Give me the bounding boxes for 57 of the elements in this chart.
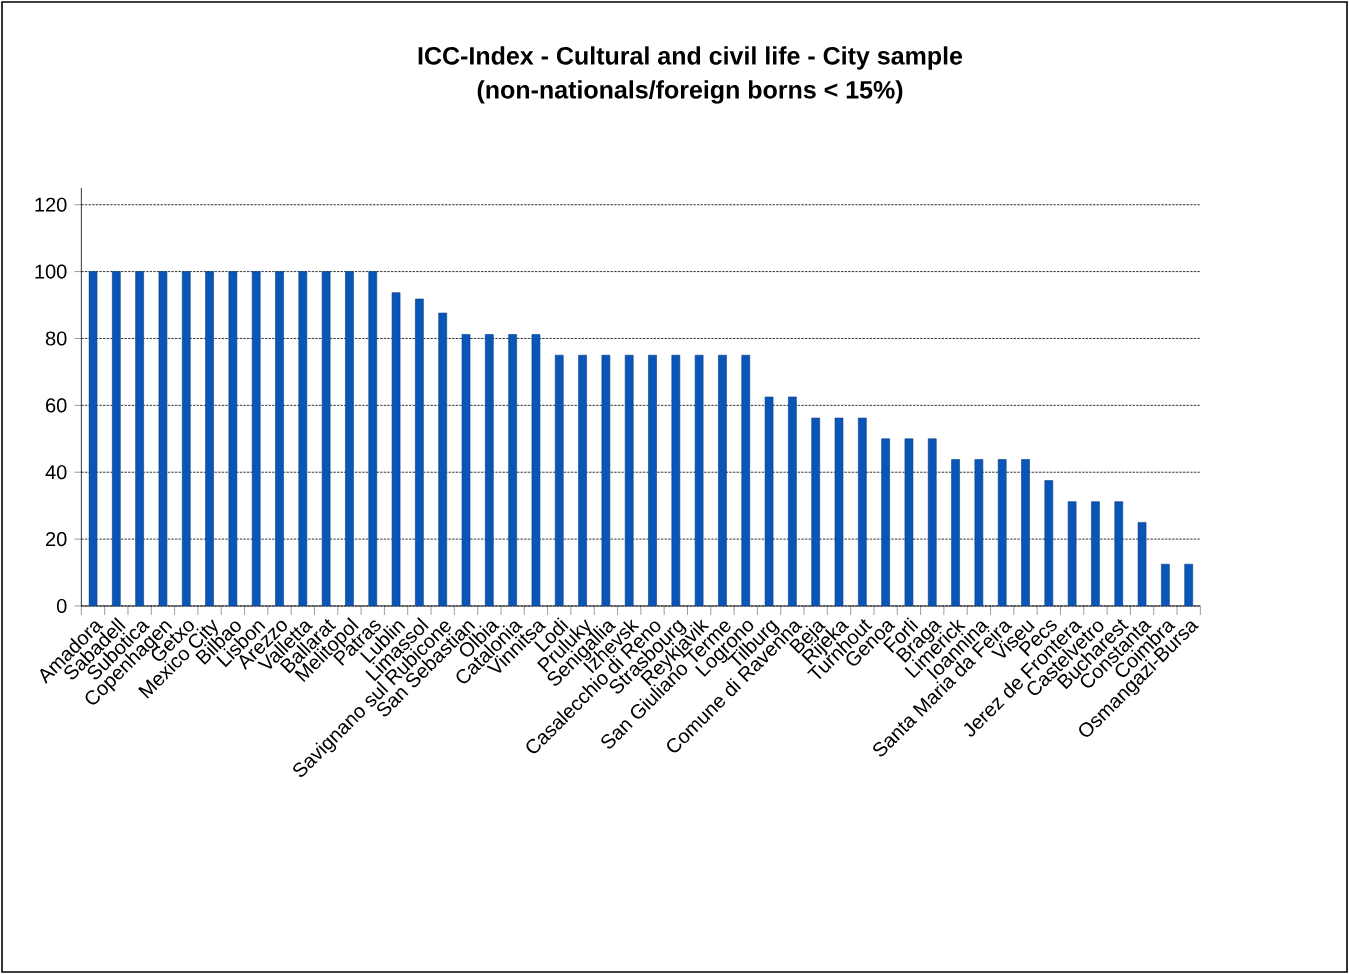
bar xyxy=(112,271,121,606)
bar xyxy=(671,354,681,606)
bar xyxy=(298,271,308,606)
y-tick-label: 80 xyxy=(45,331,67,346)
bar xyxy=(1184,563,1193,606)
bar xyxy=(904,438,914,606)
bar xyxy=(1067,501,1077,606)
chart-title: ICC-Index - Cultural and civil life - City sample xyxy=(418,46,963,70)
bar xyxy=(1161,563,1170,606)
bar xyxy=(345,271,354,606)
bar xyxy=(764,396,774,606)
bar xyxy=(461,334,471,606)
bar xyxy=(834,417,844,606)
bar xyxy=(718,354,727,606)
bar xyxy=(741,354,751,606)
bar xyxy=(648,354,657,606)
y-tick-label: 120 xyxy=(35,197,67,212)
bar xyxy=(181,271,191,606)
bar xyxy=(1091,501,1100,606)
bar xyxy=(485,334,494,606)
bar xyxy=(858,417,867,606)
bar xyxy=(158,271,168,606)
bar xyxy=(228,271,238,606)
bar xyxy=(997,459,1007,606)
bar xyxy=(881,438,890,606)
bar xyxy=(251,271,261,606)
bar xyxy=(531,334,541,606)
y-tick-label: 100 xyxy=(35,264,67,279)
bar xyxy=(951,459,960,606)
bar xyxy=(438,312,447,606)
bar xyxy=(135,271,144,606)
bar xyxy=(1021,459,1030,606)
bar xyxy=(368,271,378,606)
bar xyxy=(1044,480,1054,606)
bar xyxy=(1114,501,1124,606)
bar xyxy=(624,354,634,606)
bar xyxy=(811,417,820,606)
y-tick-label: 60 xyxy=(46,398,67,413)
bar xyxy=(205,271,214,606)
bar xyxy=(88,271,98,606)
bar xyxy=(788,396,797,606)
y-tick-label: 40 xyxy=(45,465,67,480)
bar xyxy=(508,334,517,606)
bar xyxy=(391,292,401,606)
bar xyxy=(601,354,611,606)
y-tick-label: 20 xyxy=(46,532,67,547)
bar xyxy=(275,271,284,606)
bar xyxy=(927,438,937,606)
y-tick-label: 0 xyxy=(56,598,67,614)
bar xyxy=(415,298,424,606)
chart-subtitle: (non-nationals/foreign borns < 15%) xyxy=(477,80,903,104)
bar xyxy=(694,354,704,606)
bar xyxy=(974,459,984,606)
bar xyxy=(321,271,331,606)
bar xyxy=(578,354,587,606)
bar xyxy=(1137,522,1147,606)
bar xyxy=(554,354,564,606)
